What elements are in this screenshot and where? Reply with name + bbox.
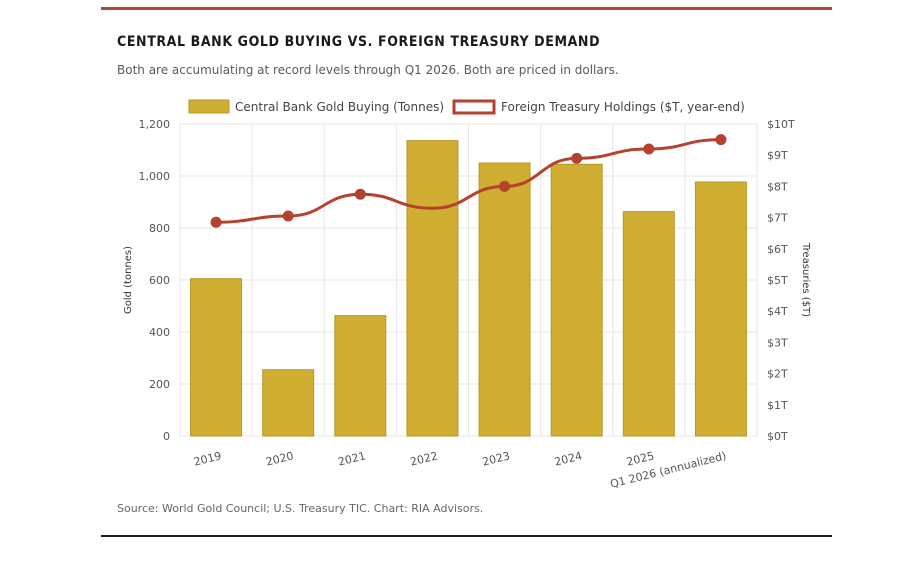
bar-gold-buying bbox=[334, 315, 387, 437]
line-treasury-holdings bbox=[216, 138, 721, 224]
left-tick-label: 1,200 bbox=[139, 118, 171, 131]
right-tick-label: $3T bbox=[767, 336, 788, 349]
x-tick-label: 2023 bbox=[481, 449, 511, 468]
chart-title: CENTRAL BANK GOLD BUYING VS. FOREIGN TRE… bbox=[117, 34, 601, 50]
chart-subtitle: Both are accumulating at record levels t… bbox=[117, 63, 619, 77]
bar-gold-buying bbox=[694, 181, 747, 437]
left-tick-label: 200 bbox=[149, 378, 170, 391]
legend-swatch-gold bbox=[188, 99, 230, 114]
x-tick-label: 2020 bbox=[265, 449, 295, 468]
right-tick-label: $9T bbox=[767, 149, 788, 162]
bar-gold-buying bbox=[622, 211, 675, 437]
point-treasury-holdings bbox=[643, 143, 655, 155]
right-tick-label: $8T bbox=[767, 180, 788, 193]
left-axis-title: Gold (tonnes) bbox=[123, 246, 134, 314]
right-tick-label: $1T bbox=[767, 399, 788, 412]
point-treasury-holdings bbox=[354, 188, 366, 200]
point-treasury-holdings bbox=[499, 180, 511, 192]
point-treasury-holdings bbox=[715, 134, 727, 146]
x-tick-label: 2022 bbox=[409, 449, 439, 468]
left-tick-label: 1,000 bbox=[139, 170, 171, 183]
right-tick-label: $2T bbox=[767, 368, 788, 381]
source-note: Source: World Gold Council; U.S. Treasur… bbox=[117, 502, 484, 515]
legend-label-gold: Central Bank Gold Buying (Tonnes) bbox=[235, 100, 444, 114]
bar-gold-buying bbox=[550, 163, 603, 437]
right-tick-label: $5T bbox=[767, 274, 788, 287]
right-tick-label: $4T bbox=[767, 305, 788, 318]
bar-gold-buying bbox=[262, 369, 315, 437]
x-tick-label: 2025 bbox=[625, 449, 655, 468]
bottom-rule bbox=[101, 535, 832, 537]
top-rule bbox=[101, 7, 832, 10]
x-tick-label: 2019 bbox=[192, 449, 222, 468]
right-tick-label: $7T bbox=[767, 212, 788, 225]
x-tick-label: 2024 bbox=[553, 449, 583, 468]
right-tick-label: $10T bbox=[767, 118, 795, 131]
point-treasury-holdings bbox=[210, 216, 222, 228]
legend-swatch-treasury bbox=[452, 99, 496, 115]
right-tick-label: $0T bbox=[767, 430, 788, 443]
bar-gold-buying bbox=[478, 162, 531, 437]
bar-gold-buying bbox=[406, 140, 459, 437]
left-tick-label: 600 bbox=[149, 274, 170, 287]
right-axis-title: Treasuries ($T) bbox=[800, 242, 811, 317]
point-treasury-holdings bbox=[282, 210, 294, 222]
x-tick-label: 2021 bbox=[337, 449, 367, 468]
legend-label-treasury: Foreign Treasury Holdings ($T, year-end) bbox=[501, 100, 745, 114]
left-tick-label: 0 bbox=[163, 430, 170, 443]
left-tick-label: 800 bbox=[149, 222, 170, 235]
point-treasury-holdings bbox=[571, 152, 583, 164]
right-tick-label: $6T bbox=[767, 243, 788, 256]
left-tick-label: 400 bbox=[149, 326, 170, 339]
bar-gold-buying bbox=[190, 278, 243, 437]
